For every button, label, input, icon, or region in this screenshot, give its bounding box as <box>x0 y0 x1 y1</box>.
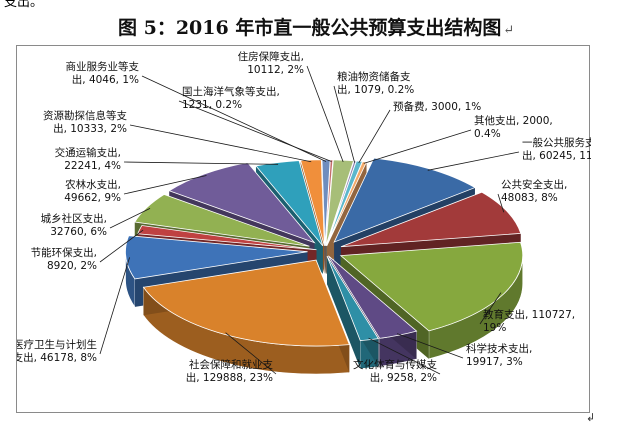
pie-slice <box>326 255 380 369</box>
data-label-line: 育支出, 46178, 8% <box>17 351 97 364</box>
leader-line <box>358 109 391 164</box>
leader-line <box>129 124 312 163</box>
data-label: 交通运输支出, 22241, 4% <box>55 146 121 172</box>
data-label: 社会保障和就业支出, 129888, 23% <box>186 358 274 384</box>
leader-line <box>396 333 464 359</box>
data-label: 住房保障支出, 10112, 2% <box>238 50 304 76</box>
leader-line <box>109 208 151 229</box>
data-label: 预备费, 3000, 1% <box>393 100 481 113</box>
data-label-line: 文化体育与传媒支 <box>353 358 437 371</box>
data-label-line: 10112, 2% <box>247 64 304 76</box>
data-label-line: 预备费, 3000, 1% <box>393 100 481 113</box>
leader-line <box>123 161 279 165</box>
leader-line <box>333 85 355 163</box>
leader-line <box>123 175 207 195</box>
data-label: 国土海洋气象等支出, 1231, 0.2% <box>182 85 280 111</box>
data-label-line: 公共安全支出, <box>501 178 567 191</box>
data-label-line: 住房保障支出, <box>238 50 304 63</box>
chart-frame: 一般公共服务支出, 60245, 11% 公共安全支出,48083, 8% 教育支出… <box>16 45 591 413</box>
chart-title: 图 5：2016 年市直一般公共预算支出结构图 ↵ <box>118 13 538 40</box>
data-label-line: 城乡社区支出, <box>41 212 107 225</box>
leader-line <box>497 193 505 213</box>
data-label-line: 商业服务业等支 <box>66 60 140 73</box>
data-label-line: 节能环保支出, <box>31 246 97 259</box>
data-label-line: 出, 4046, 1% <box>72 73 139 86</box>
leader-line <box>368 337 441 375</box>
data-label-line: 49662, 9% <box>64 192 121 204</box>
pie-slices <box>125 157 524 375</box>
data-labels: 一般公共服务支出, 60245, 11% 公共安全支出,48083, 8% 教育支出… <box>17 50 591 384</box>
data-label: 商业服务业等支出, 4046, 1% <box>66 60 140 86</box>
paragraph-mark-icon: ↵ <box>503 23 515 38</box>
leader-line <box>99 229 144 263</box>
leader-line <box>479 292 502 325</box>
leader-line <box>427 151 520 171</box>
data-label-line: 交通运输支出, <box>55 146 121 159</box>
data-label-line: 出, 1079, 0.2% <box>337 83 414 96</box>
data-label-line: 32760, 6% <box>50 226 107 238</box>
data-label: 科学技术支出, 19917, 3% <box>466 342 532 368</box>
data-label-line: 0.4% <box>474 128 501 140</box>
data-label-line: 出, 129888, 23% <box>186 371 273 384</box>
data-label: 一般公共服务支出, 60245, 11% <box>522 136 591 162</box>
data-label: 教育支出, 110727, 19% <box>483 308 575 334</box>
data-label: 医疗卫生与计划生育支出, 46178, 8% <box>17 338 97 364</box>
data-label-line: 社会保障和就业支 <box>189 358 273 371</box>
preceding-text-fragment: 支出。 <box>4 0 44 10</box>
data-label-line: 医疗卫生与计划生 <box>17 338 97 351</box>
pie-chart: 一般公共服务支出, 60245, 11% 公共安全支出,48083, 8% 教育支出… <box>17 50 591 384</box>
leader-lines <box>99 65 520 375</box>
pie-slice <box>142 259 350 375</box>
leader-line <box>178 100 332 162</box>
data-label-line: 资源勘探信息等支 <box>43 109 127 122</box>
data-label-line: 出, 9258, 2% <box>370 371 437 384</box>
data-label-line: 22241, 4% <box>64 160 121 172</box>
data-label-line: 8920, 2% <box>47 260 97 272</box>
data-label-line: 粮油物资储备支 <box>337 70 411 83</box>
data-label: 粮油物资储备支出, 1079, 0.2% <box>337 70 414 96</box>
data-label-line: 48083, 8% <box>501 192 558 204</box>
data-label: 农林水支出, 49662, 9% <box>64 178 121 204</box>
data-label: 文化体育与传媒支出, 9258, 2% <box>353 358 437 384</box>
data-label-line: 19% <box>483 322 506 334</box>
data-label-line: 19917, 3% <box>466 356 523 368</box>
data-label: 公共安全支出, 48083, 8% <box>501 178 567 204</box>
data-label-line: 1231, 0.2% <box>182 99 242 111</box>
data-label-line: 国土海洋气象等支出, <box>182 85 280 98</box>
data-label: 其他支出, 2000, 0.4% <box>474 114 553 140</box>
data-label-line: 出, 60245, 11% <box>522 149 591 162</box>
data-label-line: 教育支出, 110727, <box>483 308 575 321</box>
chart-title-text: 图 5：2016 年市直一般公共预算支出结构图 <box>118 17 502 39</box>
data-label: 城乡社区支出, 32760, 6% <box>41 212 107 238</box>
data-label: 资源勘探信息等支出, 10333, 2% <box>43 109 127 135</box>
leader-line <box>99 257 130 355</box>
data-label: 节能环保支出, 8920, 2% <box>31 246 97 272</box>
leader-line <box>306 65 344 163</box>
data-label-line: 出, 10333, 2% <box>53 122 127 135</box>
leader-line <box>363 129 472 164</box>
end-mark-icon: ↲ <box>586 411 596 424</box>
leader-line <box>225 332 277 375</box>
data-label-line: 其他支出, 2000, <box>474 114 553 127</box>
data-label-line: 农林水支出, <box>65 178 121 191</box>
data-label-line: 一般公共服务支 <box>522 136 591 149</box>
data-label-line: 科学技术支出, <box>466 342 532 355</box>
